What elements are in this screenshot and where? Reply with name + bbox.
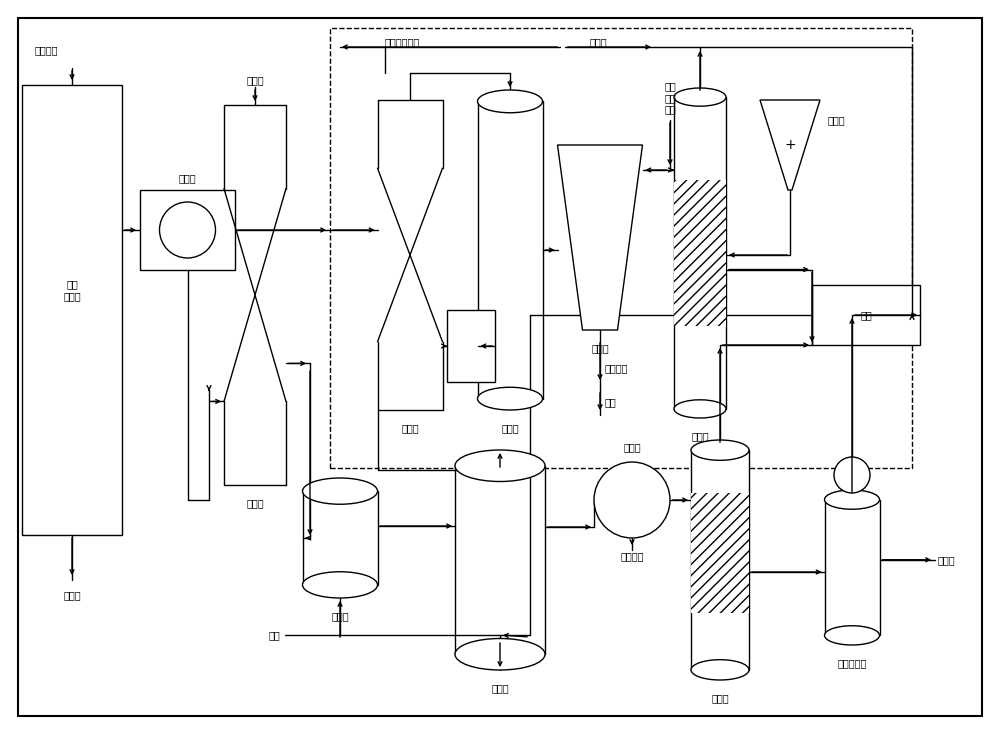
Bar [691,493,749,613]
Text: 外甩固渣: 外甩固渣 [620,551,644,561]
Text: 过滤器: 过滤器 [623,442,641,452]
Bar [140,190,235,270]
Ellipse shape [455,450,545,482]
Text: 烘干器: 烘干器 [591,343,609,353]
Ellipse shape [302,478,378,504]
Text: 产品气: 产品气 [590,37,608,47]
Text: 分离器: 分离器 [179,173,196,183]
Ellipse shape [302,572,378,598]
Ellipse shape [478,388,542,410]
Text: 固定床: 固定床 [711,693,729,703]
Ellipse shape [691,660,749,680]
Text: +: + [784,138,796,152]
Bar [691,450,749,670]
Text: 粉碎机: 粉碎机 [828,115,846,125]
Text: 分流槽: 分流槽 [331,611,349,621]
Text: 脱硫脱碳溶液: 脱硫脱碳溶液 [385,37,420,47]
Circle shape [834,457,870,493]
Text: 快速
热解炉: 快速 热解炉 [63,279,81,301]
Bar [674,181,726,326]
Text: 再生塔: 再生塔 [501,423,519,433]
Text: 气液分离器: 气液分离器 [837,658,867,668]
Text: 提氢: 提氢 [860,310,872,320]
Bar [812,285,920,345]
Text: 冷却水: 冷却水 [246,75,264,85]
Polygon shape [760,100,820,190]
Text: 产品油: 产品油 [938,555,956,564]
Bar [447,310,495,382]
Bar [22,85,122,535]
Text: 捉制煤: 捉制煤 [63,590,81,600]
Text: 氢气: 氢气 [268,630,280,640]
Bar [455,466,545,654]
Text: 硫饼: 硫饼 [605,397,617,407]
Ellipse shape [691,440,749,460]
Bar [824,500,880,636]
Bar [330,28,912,468]
Ellipse shape [824,626,880,645]
Ellipse shape [674,88,726,106]
Text: 悬浮床: 悬浮床 [491,683,509,693]
Ellipse shape [824,490,880,509]
Text: 硫碳回收: 硫碳回收 [605,363,629,373]
Circle shape [594,462,670,538]
Ellipse shape [455,639,545,670]
Polygon shape [558,145,642,330]
Text: 吸收塔: 吸收塔 [401,423,419,433]
Text: 吸附塔: 吸附塔 [691,431,709,441]
Text: 硫碳
回收
溶液: 硫碳 回收 溶液 [665,81,677,115]
Text: 冷知塔: 冷知塔 [246,498,264,508]
Bar [302,491,378,585]
Bar [674,97,726,409]
Ellipse shape [478,90,542,113]
Bar [478,101,542,399]
Ellipse shape [674,400,726,418]
Text: 低阶粉煤: 低阶粉煤 [35,45,58,55]
Circle shape [160,202,216,258]
